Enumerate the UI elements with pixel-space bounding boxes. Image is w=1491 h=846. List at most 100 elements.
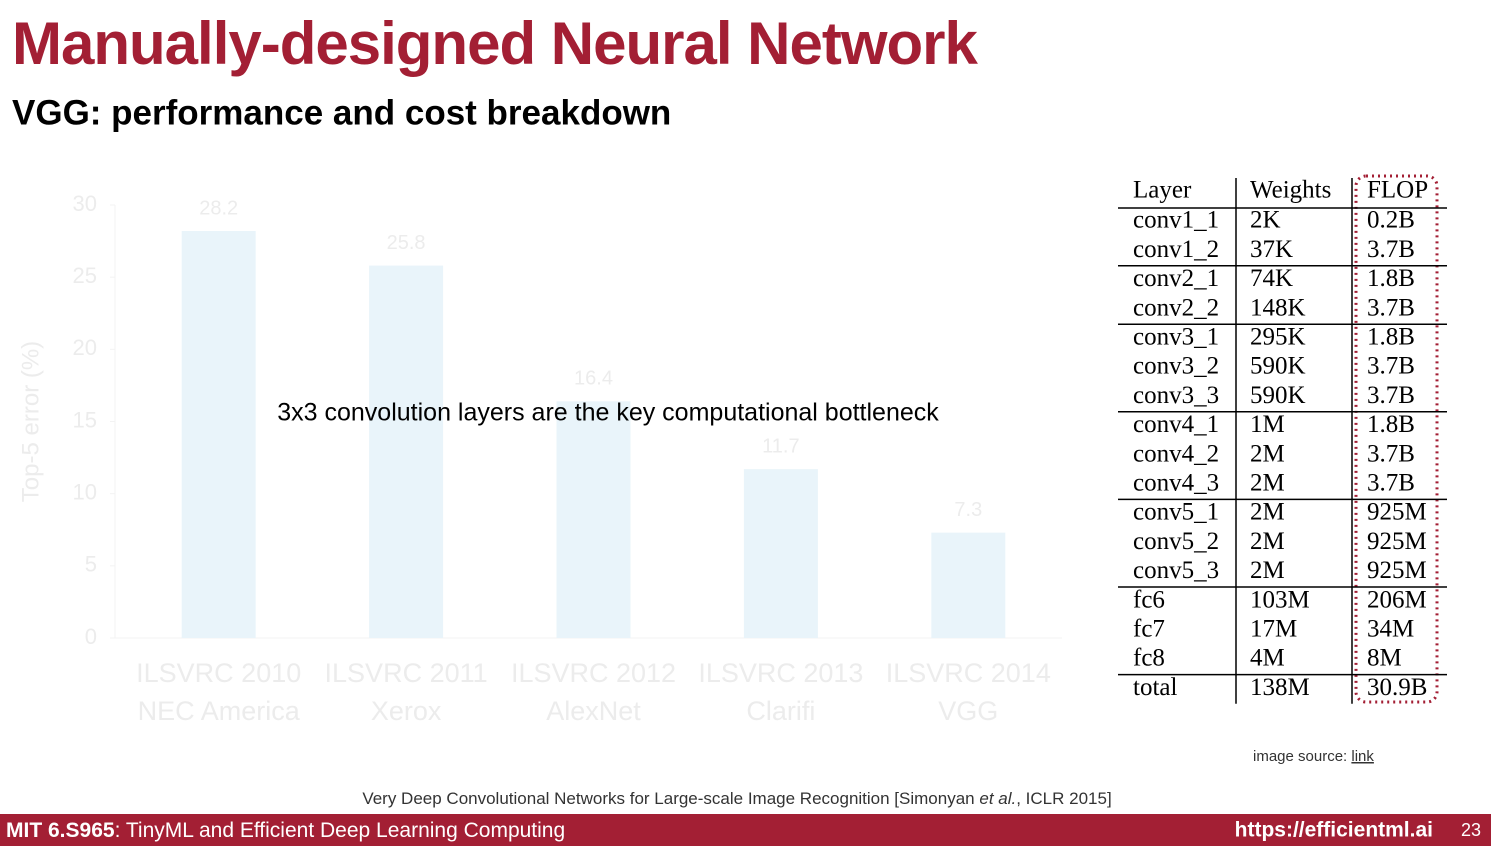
course-code: MIT 6.S965 [6,819,115,842]
footer-url[interactable]: https://efficientml.ai [1235,819,1433,842]
table-cell: 1M [1250,411,1285,438]
table-cell: 2M [1250,557,1285,584]
y-tick-label: 20 [73,335,97,360]
y-tick-label: 10 [73,479,97,504]
table-cell: 17M [1250,616,1297,643]
table-cell: 148K [1250,294,1306,321]
table-cell: 2K [1250,207,1281,234]
table-cell: conv4_1 [1133,411,1219,438]
table-cell: fc8 [1133,645,1165,672]
table-cell: 3.7B [1367,294,1415,321]
course-title: : TinyML and Efficient Deep Learning Com… [115,819,566,842]
data-label: 16.4 [574,368,613,390]
y-tick-label: 30 [73,191,97,216]
table-cell: 2M [1250,440,1285,467]
source-prefix: image source: [1253,748,1347,765]
table-cell: 30.9B [1367,674,1427,701]
table-cell: 925M [1367,499,1427,526]
image-source: image source: link [1253,748,1374,765]
table-cell: 138M [1250,674,1310,701]
table-cell: 74K [1250,265,1293,292]
table-cell: 8M [1367,645,1402,672]
footer-bar [0,814,1491,846]
table-cell: 1.8B [1367,324,1415,351]
table-cell: 1.8B [1367,265,1415,292]
title: Manually-designed Neural Network [12,10,979,77]
table-cell: conv3_2 [1133,353,1219,380]
table-header: Weights [1250,177,1331,204]
flop-highlight [1354,174,1439,704]
table-cell: 295K [1250,324,1306,351]
table-cell: 590K [1250,382,1306,409]
table-cell: 1.8B [1367,411,1415,438]
data-label: 7.3 [954,499,982,521]
table-header: Layer [1133,177,1192,204]
table-cell: fc6 [1133,586,1165,613]
x-tick-label: Clarifi [746,696,815,726]
subtitle: VGG: performance and cost breakdown [12,93,671,132]
table-cell: conv1_2 [1133,236,1219,263]
x-tick-label: ILSVRC 2014 [886,658,1051,688]
annotation: 3x3 convolution layers are the key compu… [277,399,939,427]
x-tick-label: ILSVRC 2010 [136,658,301,688]
x-tick-label: ILSVRC 2011 [325,658,488,688]
table-cell: 3.7B [1367,440,1415,467]
table-cell: 3.7B [1367,470,1415,497]
table-cell: conv1_1 [1133,207,1219,234]
y-tick-label: 5 [85,552,97,577]
y-tick-label: 0 [85,624,97,649]
citation-text: , ICLR 2015] [1016,789,1111,808]
data-label: 28.2 [199,197,238,219]
table-cell: 925M [1367,557,1427,584]
table-cell: conv4_3 [1133,470,1219,497]
table-cell: conv2_2 [1133,294,1219,321]
table-cell: 590K [1250,353,1306,380]
table-cell: 2M [1250,528,1285,555]
bar [369,265,444,638]
citation-text: Very Deep Convolutional Networks for Lar… [362,789,979,808]
table-header: FLOP [1367,177,1428,204]
citation-italic: et al. [979,789,1016,808]
bar [181,230,256,639]
table-cell: 3.7B [1367,353,1415,380]
table-cell: conv5_1 [1133,499,1219,526]
table-cell: conv4_2 [1133,440,1219,467]
table-cell: 34M [1367,616,1414,643]
x-tick-label: ILSVRC 2013 [698,658,863,688]
bar [931,532,1006,638]
table-cell: conv5_2 [1133,528,1219,555]
table-cell: 37K [1250,236,1293,263]
table-cell: 3.7B [1367,236,1415,263]
table-cell: 0.2B [1367,207,1415,234]
table-cell: conv5_3 [1133,557,1219,584]
table-cell: 3.7B [1367,382,1415,409]
page-number: 23 [1461,820,1481,840]
data-label: 25.8 [387,232,426,254]
table-cell: total [1133,674,1177,701]
table-cell: 103M [1250,586,1310,613]
y-axis-label: Top-5 error (%) [17,341,44,502]
table-cell: 4M [1250,645,1285,672]
source-link[interactable]: link [1351,748,1374,765]
y-tick-label: 15 [73,407,97,432]
citation: Very Deep Convolutional Networks for Lar… [362,789,1111,808]
table-cell: conv2_1 [1133,265,1219,292]
table-cell: 2M [1250,499,1285,526]
x-tick-label: AlexNet [546,696,641,726]
table-cell: conv3_3 [1133,382,1219,409]
table-cell: fc7 [1133,616,1165,643]
x-tick-label: ILSVRC 2012 [511,658,676,688]
y-tick-label: 25 [73,263,97,288]
bar [556,401,631,638]
table-cell: 206M [1367,586,1427,613]
x-tick-label: Xerox [371,696,442,726]
x-tick-label: NEC America [138,696,301,726]
footer-course: MIT 6.S965: TinyML and Efficient Deep Le… [6,819,565,842]
table-cell: conv3_1 [1133,324,1219,351]
table-cell: 2M [1250,470,1285,497]
data-label: 11.7 [762,435,799,457]
x-tick-label: VGG [938,696,998,726]
bar [743,469,818,638]
table-cell: 925M [1367,528,1427,555]
